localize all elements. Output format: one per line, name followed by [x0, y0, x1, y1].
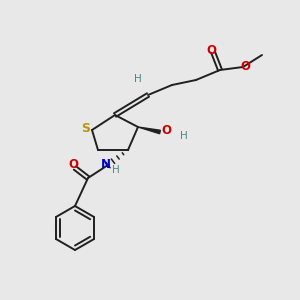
Text: H: H	[134, 74, 142, 84]
Text: O: O	[68, 158, 78, 172]
Text: S: S	[82, 122, 91, 136]
Polygon shape	[138, 127, 160, 134]
Text: O: O	[240, 61, 250, 74]
Text: H: H	[180, 131, 188, 141]
Text: O: O	[161, 124, 171, 136]
Text: O: O	[206, 44, 216, 56]
Text: H: H	[112, 165, 120, 175]
Text: N: N	[101, 158, 111, 170]
